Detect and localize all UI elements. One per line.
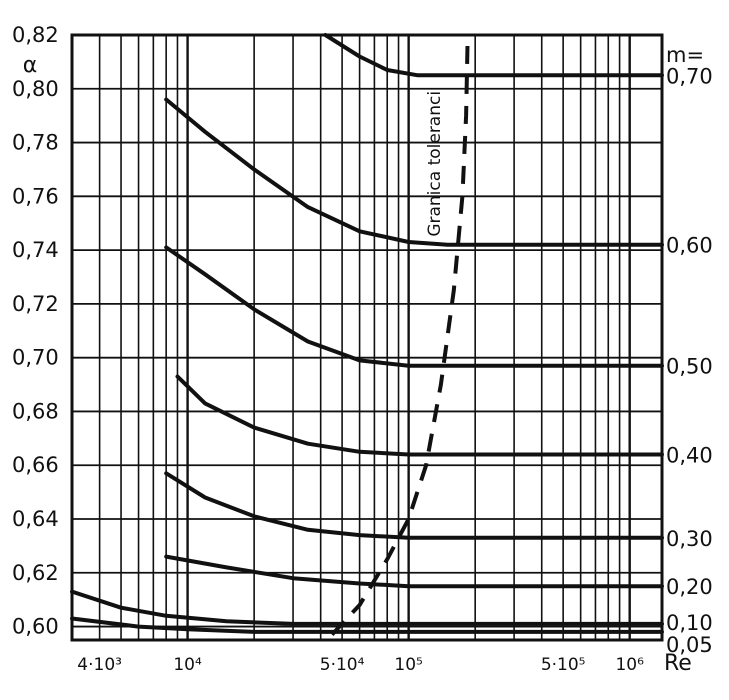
series-label: 0,40 <box>666 443 713 467</box>
tolerance-boundary-label: Granica toleranci <box>425 91 445 237</box>
x-tick-label: 4·10³ <box>77 655 122 675</box>
curve-m-0-20 <box>164 554 664 589</box>
y-tick-label: 0,66 <box>12 453 59 477</box>
y-tick-label: 0,76 <box>12 184 59 208</box>
series-label: 0,60 <box>666 234 713 258</box>
series-label: 0,05 <box>666 633 713 657</box>
curve-m-0-40 <box>175 374 664 457</box>
x-tick-label: 5·10⁴ <box>320 655 365 675</box>
tolerance-boundary <box>330 34 470 636</box>
y-tick-label: 0,72 <box>12 292 59 316</box>
series-label: 0,20 <box>666 575 713 599</box>
y-tick-label: 0,60 <box>12 615 59 639</box>
plot-frame <box>70 33 664 642</box>
x-tick-label: 10⁴ <box>173 655 202 675</box>
y-tick-label: 0,80 <box>12 77 59 101</box>
curve-m-0-30 <box>164 471 664 540</box>
curve-m-0-50 <box>164 245 664 368</box>
y-tick-label: 0,64 <box>12 507 59 531</box>
grid <box>71 34 662 640</box>
y-tick-label: 0,68 <box>12 399 59 423</box>
y-tick-label: 0,62 <box>12 561 59 585</box>
x-axis-label: Re <box>664 651 692 676</box>
curve-m-0-70 <box>323 33 664 78</box>
curve-m-0-60 <box>164 97 664 247</box>
y-tick-label: 0,78 <box>12 131 59 155</box>
y-axis-label: α <box>23 53 38 78</box>
curves <box>70 33 664 636</box>
series-label: 0,10 <box>666 611 713 635</box>
x-tick-label: 10⁶ <box>615 655 644 675</box>
x-tick-label: 5·10⁵ <box>541 655 586 675</box>
m-header-label: m= <box>666 43 704 67</box>
series-label: 0,50 <box>666 355 713 379</box>
series-label: 0,70 <box>666 64 713 88</box>
series-label: 0,30 <box>666 527 713 551</box>
y-tick-label: 0,70 <box>12 346 59 370</box>
x-tick-label: 10⁵ <box>394 655 422 675</box>
labels: 0,60 0,62 0,64 0,66 0,68 0,70 0,72 0,74 0,76 0,78… <box>12 23 713 676</box>
curve-m-0-05 <box>70 616 664 634</box>
y-tick-label: 0,74 <box>12 238 59 262</box>
curve-m-0-10 <box>70 589 664 626</box>
y-tick-label: 0,82 <box>12 23 59 47</box>
